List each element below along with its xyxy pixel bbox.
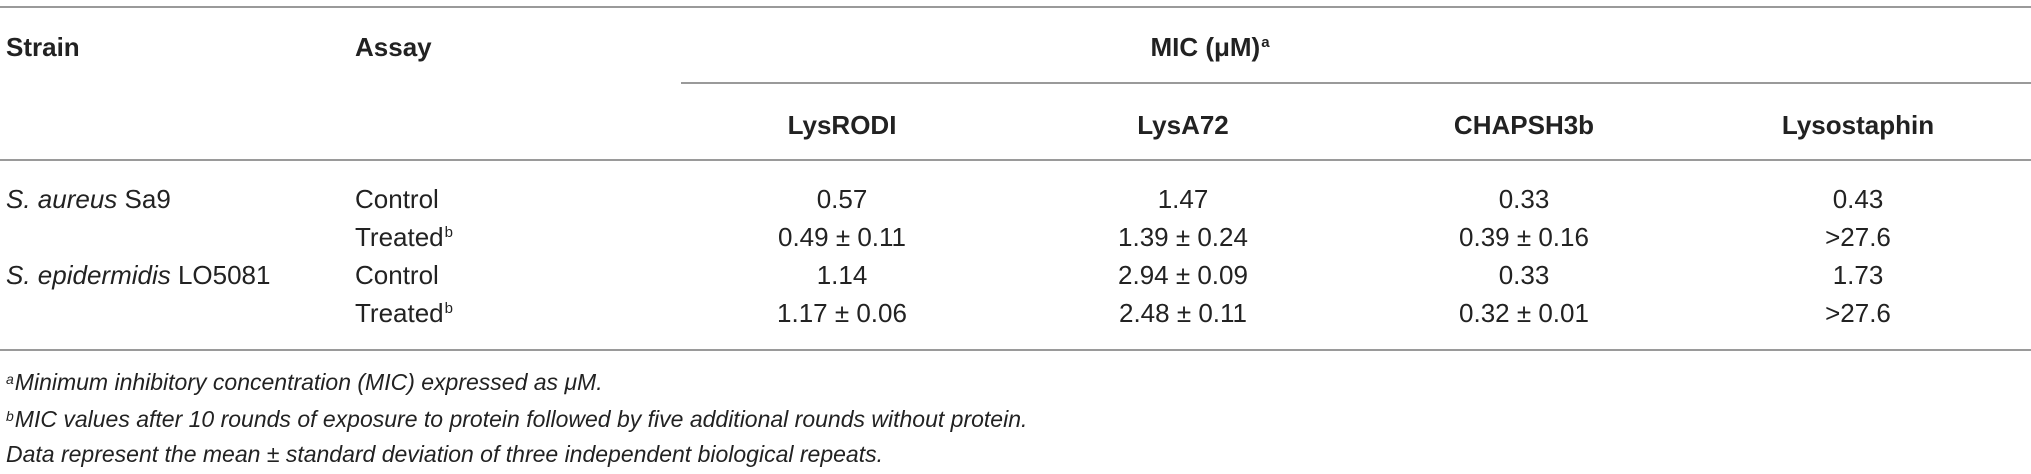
row-4-assay-label: Treated bbox=[355, 298, 444, 328]
bottom-rule bbox=[0, 349, 2031, 351]
row-1-assay-label: Control bbox=[355, 184, 439, 214]
row-1-strain: S. aureus Sa9 bbox=[6, 184, 171, 214]
row-2-lysostaphin: >27.6 bbox=[1825, 222, 1891, 252]
row-3-strain: S. epidermidis LO5081 bbox=[6, 260, 270, 290]
row-3-assay-label: Control bbox=[355, 260, 439, 290]
row-1-lysostaphin: 0.43 bbox=[1832, 184, 1884, 214]
row-2-lysrodi: 0.49 ± 0.11 bbox=[778, 222, 906, 252]
row-3-chapsh3b: 0.33 bbox=[1498, 260, 1550, 290]
row-3-strain-id: LO5081 bbox=[170, 260, 271, 290]
footnote-a: aMinimum inhibitory concentration (MIC) … bbox=[6, 368, 603, 396]
footnote-a-text: Minimum inhibitory concentration (MIC) e… bbox=[14, 369, 603, 395]
top-rule bbox=[0, 6, 2031, 8]
header-mic-label: MIC (μM) bbox=[1150, 32, 1261, 62]
footnote-b: bMIC values after 10 rounds of exposure … bbox=[6, 405, 1027, 433]
row-4-lysostaphin: >27.6 bbox=[1825, 298, 1891, 328]
row-1-assay: Control bbox=[355, 184, 440, 214]
row-1-lysa72: 1.47 bbox=[1157, 184, 1209, 214]
footnote-b-marker: b bbox=[6, 408, 14, 424]
row-4-chapsh3b: 0.32 ± 0.01 bbox=[1459, 298, 1589, 328]
mic-group-rule bbox=[681, 82, 2031, 84]
row-2-assay: Treatedb bbox=[355, 222, 453, 252]
row-2-assay-sup: b bbox=[444, 224, 453, 241]
row-3-lysostaphin: 1.73 bbox=[1832, 260, 1884, 290]
header-assay: Assay bbox=[355, 32, 432, 62]
row-2-lysa72: 1.39 ± 0.24 bbox=[1118, 222, 1248, 252]
row-1-lysrodi: 0.57 bbox=[816, 184, 868, 214]
col-header-lysostaphin: Lysostaphin bbox=[1781, 110, 1935, 140]
footnote-a-marker: a bbox=[6, 371, 14, 387]
header-rule bbox=[0, 159, 2031, 161]
header-mic-sup: a bbox=[1261, 34, 1270, 51]
row-3-assay: Control bbox=[355, 260, 440, 290]
row-3-species: S. epidermidis bbox=[6, 260, 171, 290]
footnote-b-text: MIC values after 10 rounds of exposure t… bbox=[14, 406, 1028, 432]
row-1-species: S. aureus bbox=[6, 184, 118, 214]
row-1-strain-id: Sa9 bbox=[117, 184, 171, 214]
col-header-lysa72: LysA72 bbox=[1137, 110, 1229, 140]
row-4-assay-sup: b bbox=[444, 300, 453, 317]
row-3-lysrodi: 1.14 bbox=[816, 260, 868, 290]
footnote-note-text: Data represent the mean ± standard devia… bbox=[6, 441, 883, 467]
header-mic-group: MIC (μM)a bbox=[1150, 32, 1269, 62]
row-1-chapsh3b: 0.33 bbox=[1498, 184, 1550, 214]
row-4-lysa72: 2.48 ± 0.11 bbox=[1119, 298, 1247, 328]
header-strain: Strain bbox=[6, 32, 80, 62]
col-header-lysrodi: LysRODI bbox=[787, 110, 897, 140]
row-2-chapsh3b: 0.39 ± 0.16 bbox=[1459, 222, 1589, 252]
row-2-assay-label: Treated bbox=[355, 222, 444, 252]
row-3-lysa72: 2.94 ± 0.09 bbox=[1118, 260, 1248, 290]
col-header-chapsh3b: CHAPSH3b bbox=[1453, 110, 1595, 140]
footnote-note: Data represent the mean ± standard devia… bbox=[6, 440, 883, 468]
row-4-assay: Treatedb bbox=[355, 298, 453, 328]
row-4-lysrodi: 1.17 ± 0.06 bbox=[777, 298, 907, 328]
